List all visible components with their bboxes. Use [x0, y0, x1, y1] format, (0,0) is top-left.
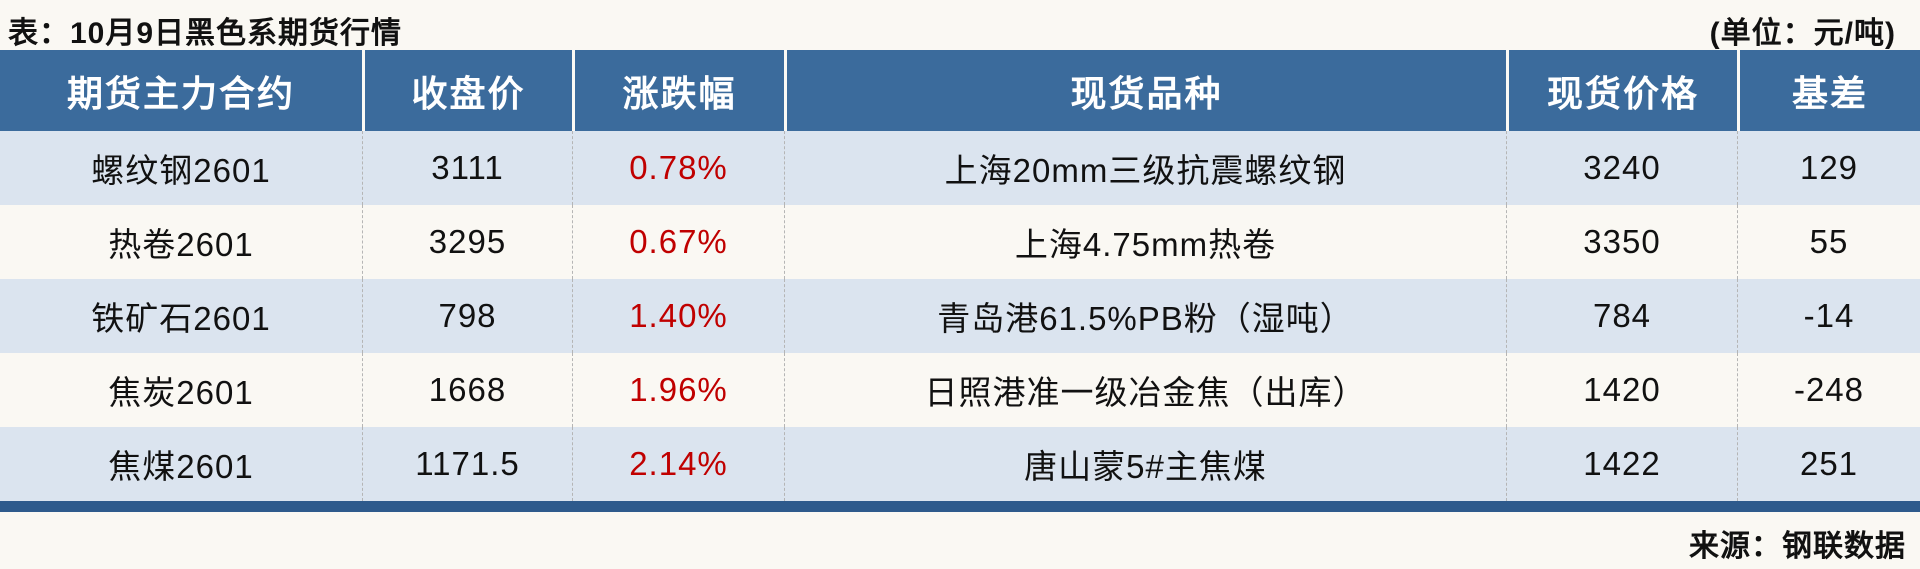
table-header-row: 期货主力合约 收盘价 涨跌幅 现货品种 现货价格 基差	[0, 50, 1920, 131]
cell-spot: 青岛港61.5%PB粉（湿吨）	[784, 279, 1506, 353]
cell-close: 3111	[362, 131, 572, 205]
cell-spot-price: 784	[1506, 279, 1737, 353]
cell-change: 2.14%	[572, 427, 784, 501]
cell-basis: 251	[1737, 427, 1920, 501]
cell-spot: 唐山蒙5#主焦煤	[784, 427, 1506, 501]
cell-contract: 焦炭2601	[108, 374, 254, 411]
cell-basis: 129	[1737, 131, 1920, 205]
column-header-spot-price: 现货价格	[1506, 50, 1737, 131]
source-label: 来源：钢联数据	[1689, 530, 1906, 563]
column-header-basis: 基差	[1737, 50, 1920, 131]
table-row: 焦煤2601 1171.5 2.14% 唐山蒙5#主焦煤 1422 251	[0, 427, 1920, 501]
table-row: 螺纹钢2601 3111 0.78% 上海20mm三级抗震螺纹钢 3240 12…	[0, 131, 1920, 205]
cell-spot-price: 1422	[1506, 427, 1737, 501]
cell-close: 3295	[362, 205, 572, 279]
cell-close: 1171.5	[362, 427, 572, 501]
futures-price-table: 期货主力合约 收盘价 涨跌幅 现货品种 现货价格 基差 螺纹钢2601 3111…	[0, 50, 1920, 512]
table-bottom-rule	[0, 501, 1920, 512]
cell-contract: 焦煤2601	[108, 448, 254, 485]
cell-spot: 日照港准一级冶金焦（出库）	[784, 353, 1506, 427]
unit-label: (单位：元/吨)	[1709, 17, 1896, 50]
cell-basis: -248	[1737, 353, 1920, 427]
cell-spot: 上海20mm三级抗震螺纹钢	[784, 131, 1506, 205]
title-bar: 表：10月9日黑色系期货行情 (单位：元/吨)	[0, 0, 1920, 50]
cell-close: 1668	[362, 353, 572, 427]
cell-spot-price: 3350	[1506, 205, 1737, 279]
source-bar: 来源：钢联数据	[0, 512, 1920, 565]
cell-close: 798	[362, 279, 572, 353]
cell-change: 1.40%	[572, 279, 784, 353]
cell-spot-price: 3240	[1506, 131, 1737, 205]
column-header-close: 收盘价	[362, 50, 572, 131]
table-row: 铁矿石2601 798 1.40% 青岛港61.5%PB粉（湿吨） 784 -1…	[0, 279, 1920, 353]
cell-basis: 55	[1737, 205, 1920, 279]
table-row: 焦炭2601 1668 1.96% 日照港准一级冶金焦（出库） 1420 -24…	[0, 353, 1920, 427]
cell-change: 1.96%	[572, 353, 784, 427]
page-title: 表：10月9日黑色系期货行情	[8, 17, 403, 50]
cell-contract: 螺纹钢2601	[91, 152, 271, 189]
cell-change: 0.67%	[572, 205, 784, 279]
cell-change: 0.78%	[572, 131, 784, 205]
column-header-contract: 期货主力合约	[66, 72, 295, 114]
table-row: 热卷2601 3295 0.67% 上海4.75mm热卷 3350 55	[0, 205, 1920, 279]
cell-contract: 热卷2601	[108, 226, 254, 263]
cell-spot: 上海4.75mm热卷	[784, 205, 1506, 279]
column-header-spot: 现货品种	[784, 50, 1506, 131]
column-header-change: 涨跌幅	[572, 50, 784, 131]
cell-contract: 铁矿石2601	[91, 300, 271, 337]
cell-spot-price: 1420	[1506, 353, 1737, 427]
cell-basis: -14	[1737, 279, 1920, 353]
